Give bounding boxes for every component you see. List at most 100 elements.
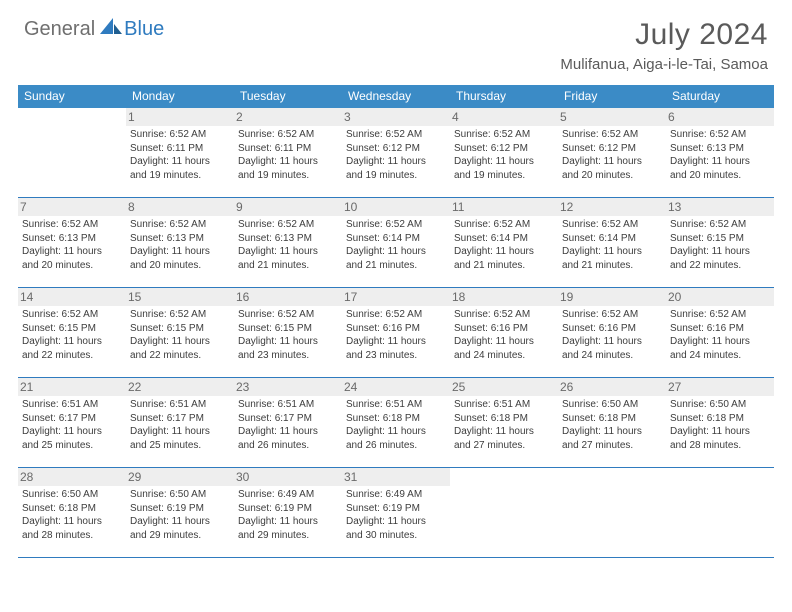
sunrise-text: Sunrise: 6:52 AM [670, 218, 770, 232]
day-cell: 23Sunrise: 6:51 AMSunset: 6:17 PMDayligh… [234, 378, 342, 467]
day-number: 1 [126, 108, 234, 126]
daylight-text: and 19 minutes. [346, 169, 446, 183]
day-cell: 11Sunrise: 6:52 AMSunset: 6:14 PMDayligh… [450, 198, 558, 287]
day-cell: 29Sunrise: 6:50 AMSunset: 6:19 PMDayligh… [126, 468, 234, 557]
page-header: General Blue July 2024 Mulifanua, Aiga-i… [0, 0, 792, 79]
sunrise-text: Sunrise: 6:50 AM [562, 398, 662, 412]
daylight-text: and 28 minutes. [22, 529, 122, 543]
weekday-header: Wednesday [342, 85, 450, 108]
sunset-text: Sunset: 6:16 PM [346, 322, 446, 336]
brand-part2: Blue [124, 18, 164, 41]
sunrise-text: Sunrise: 6:51 AM [346, 398, 446, 412]
day-number: 5 [558, 108, 666, 126]
day-cell: 19Sunrise: 6:52 AMSunset: 6:16 PMDayligh… [558, 288, 666, 377]
daylight-text: and 20 minutes. [670, 169, 770, 183]
sunrise-text: Sunrise: 6:49 AM [346, 488, 446, 502]
sunrise-text: Sunrise: 6:52 AM [22, 218, 122, 232]
sunrise-text: Sunrise: 6:52 AM [22, 308, 122, 322]
sunrise-text: Sunrise: 6:51 AM [238, 398, 338, 412]
sunrise-text: Sunrise: 6:52 AM [454, 128, 554, 142]
daylight-text: and 22 minutes. [670, 259, 770, 273]
daylight-text: and 24 minutes. [454, 349, 554, 363]
sunrise-text: Sunrise: 6:52 AM [130, 308, 230, 322]
week-row: 7Sunrise: 6:52 AMSunset: 6:13 PMDaylight… [18, 198, 774, 288]
sunset-text: Sunset: 6:14 PM [454, 232, 554, 246]
sunset-text: Sunset: 6:18 PM [22, 502, 122, 516]
daylight-text: and 19 minutes. [130, 169, 230, 183]
daylight-text: and 29 minutes. [130, 529, 230, 543]
sunrise-text: Sunrise: 6:52 AM [238, 308, 338, 322]
week-row: 21Sunrise: 6:51 AMSunset: 6:17 PMDayligh… [18, 378, 774, 468]
daylight-text: Daylight: 11 hours [346, 335, 446, 349]
week-row: 28Sunrise: 6:50 AMSunset: 6:18 PMDayligh… [18, 468, 774, 558]
sunset-text: Sunset: 6:16 PM [562, 322, 662, 336]
day-cell: 13Sunrise: 6:52 AMSunset: 6:15 PMDayligh… [666, 198, 774, 287]
day-number: 16 [234, 288, 342, 306]
title-location: Mulifanua, Aiga-i-le-Tai, Samoa [560, 56, 768, 73]
daylight-text: Daylight: 11 hours [454, 425, 554, 439]
sunrise-text: Sunrise: 6:52 AM [238, 218, 338, 232]
day-cell: 30Sunrise: 6:49 AMSunset: 6:19 PMDayligh… [234, 468, 342, 557]
day-number: 31 [342, 468, 450, 486]
brand-logo: General Blue [24, 18, 164, 41]
daylight-text: Daylight: 11 hours [238, 425, 338, 439]
daylight-text: Daylight: 11 hours [346, 425, 446, 439]
weekday-header: Monday [126, 85, 234, 108]
sunset-text: Sunset: 6:15 PM [238, 322, 338, 336]
daylight-text: Daylight: 11 hours [670, 425, 770, 439]
day-number: 10 [342, 198, 450, 216]
day-number: 4 [450, 108, 558, 126]
day-cell: 3Sunrise: 6:52 AMSunset: 6:12 PMDaylight… [342, 108, 450, 197]
sunrise-text: Sunrise: 6:52 AM [346, 218, 446, 232]
day-cell: 16 Sunrise: 6:52 AMSunset: 6:15 PMDayligh… [234, 288, 342, 377]
day-cell [558, 468, 666, 557]
daylight-text: Daylight: 11 hours [562, 245, 662, 259]
day-number: 19 [558, 288, 666, 306]
day-cell [450, 468, 558, 557]
daylight-text: and 21 minutes. [454, 259, 554, 273]
sunset-text: Sunset: 6:11 PM [130, 142, 230, 156]
day-number: 18 [450, 288, 558, 306]
daylight-text: Daylight: 11 hours [130, 245, 230, 259]
sunrise-text: Sunrise: 6:50 AM [130, 488, 230, 502]
daylight-text: Daylight: 11 hours [346, 515, 446, 529]
daylight-text: and 20 minutes. [130, 259, 230, 273]
day-cell: 31Sunrise: 6:49 AMSunset: 6:19 PMDayligh… [342, 468, 450, 557]
day-cell: 20Sunrise: 6:52 AMSunset: 6:16 PMDayligh… [666, 288, 774, 377]
day-number: 9 [234, 198, 342, 216]
sunset-text: Sunset: 6:11 PM [238, 142, 338, 156]
sunrise-text: Sunrise: 6:52 AM [346, 308, 446, 322]
daylight-text: and 21 minutes. [238, 259, 338, 273]
daylight-text: Daylight: 11 hours [670, 335, 770, 349]
day-number: 7 [18, 198, 126, 216]
day-cell: 5Sunrise: 6:52 AMSunset: 6:12 PMDaylight… [558, 108, 666, 197]
day-number: 3 [342, 108, 450, 126]
sunset-text: Sunset: 6:12 PM [346, 142, 446, 156]
daylight-text: Daylight: 11 hours [670, 155, 770, 169]
daylight-text: and 27 minutes. [562, 439, 662, 453]
sunset-text: Sunset: 6:15 PM [130, 322, 230, 336]
day-number: 17 [342, 288, 450, 306]
weekday-header: Tuesday [234, 85, 342, 108]
daylight-text: Daylight: 11 hours [238, 335, 338, 349]
daylight-text: Daylight: 11 hours [238, 245, 338, 259]
daylight-text: Daylight: 11 hours [346, 245, 446, 259]
daylight-text: Daylight: 11 hours [562, 335, 662, 349]
day-number: 28 [18, 468, 126, 486]
day-number: 27 [666, 378, 774, 396]
brand-sail-icon [100, 18, 122, 41]
daylight-text: and 19 minutes. [454, 169, 554, 183]
day-number: 8 [126, 198, 234, 216]
daylight-text: and 21 minutes. [346, 259, 446, 273]
sunrise-text: Sunrise: 6:50 AM [22, 488, 122, 502]
day-cell [666, 468, 774, 557]
daylight-text: and 20 minutes. [562, 169, 662, 183]
day-cell: 10Sunrise: 6:52 AMSunset: 6:14 PMDayligh… [342, 198, 450, 287]
daylight-text: Daylight: 11 hours [238, 515, 338, 529]
calendar: Sunday Monday Tuesday Wednesday Thursday… [18, 85, 774, 558]
daylight-text: Daylight: 11 hours [22, 245, 122, 259]
sunset-text: Sunset: 6:19 PM [130, 502, 230, 516]
day-number: 13 [666, 198, 774, 216]
day-cell: 25Sunrise: 6:51 AMSunset: 6:18 PMDayligh… [450, 378, 558, 467]
week-row: 14Sunrise: 6:52 AMSunset: 6:15 PMDayligh… [18, 288, 774, 378]
